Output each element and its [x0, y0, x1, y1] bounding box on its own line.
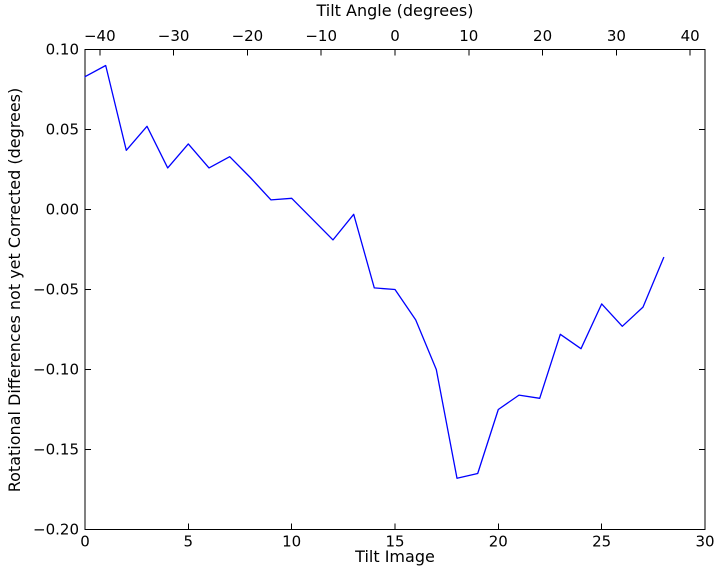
y-tick-label: 0.00: [46, 201, 79, 219]
x-tick-label: 20: [489, 533, 508, 551]
y-axis-title: Rotational Differences not yet Corrected…: [5, 87, 24, 493]
top-tick-label: −20: [232, 27, 264, 45]
x-axis-title: Tilt Image: [355, 547, 435, 566]
top-tick-label: 20: [533, 27, 552, 45]
x-tick-label: 0: [80, 533, 90, 551]
top-tick-label: −10: [305, 27, 337, 45]
y-tick-label: −0.15: [33, 441, 79, 459]
y-tick-label: −0.20: [33, 521, 79, 539]
y-tick-label: 0.10: [46, 41, 79, 59]
top-tick-label: −40: [84, 27, 116, 45]
x-tick-label: 15: [385, 533, 404, 551]
y-tick-label: −0.10: [33, 361, 79, 379]
top-tick-label: 40: [681, 27, 700, 45]
x-tick-label: 25: [592, 533, 611, 551]
x-tick-label: 10: [282, 533, 301, 551]
y-tick-label: 0.05: [46, 121, 79, 139]
data-line: [84, 64, 665, 479]
top-tick-label: 30: [607, 27, 626, 45]
top-axis-title: Tilt Angle (degrees): [316, 1, 474, 20]
top-tick-label: 0: [390, 27, 400, 45]
top-tick-label: −30: [158, 27, 190, 45]
y-tick-label: −0.05: [33, 281, 79, 299]
x-tick-label: 5: [184, 533, 194, 551]
x-tick-label: 30: [695, 533, 714, 551]
top-tick-label: 10: [459, 27, 478, 45]
